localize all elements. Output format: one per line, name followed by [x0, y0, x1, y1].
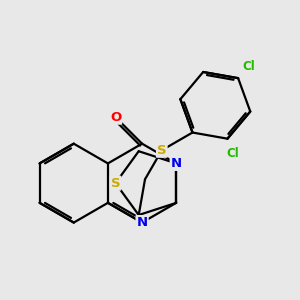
Text: S: S — [157, 144, 166, 157]
Text: N: N — [136, 216, 148, 229]
Text: N: N — [171, 157, 182, 170]
Text: S: S — [111, 177, 120, 190]
Text: O: O — [110, 111, 121, 124]
Text: Cl: Cl — [226, 147, 239, 160]
Text: Cl: Cl — [242, 60, 255, 73]
